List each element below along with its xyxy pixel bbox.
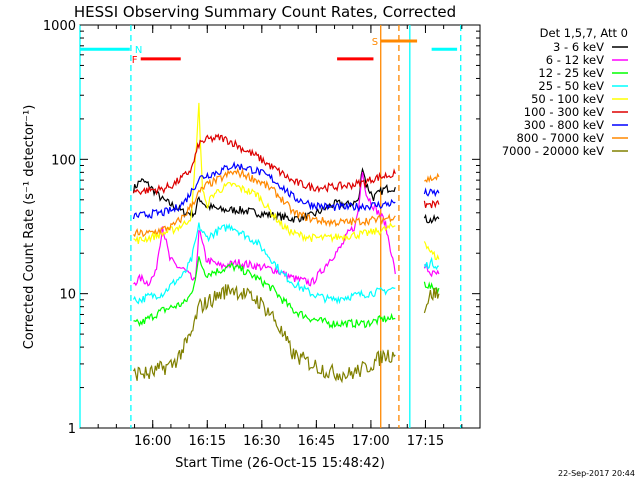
series-line-after-gap bbox=[423, 187, 440, 198]
legend-entry: 12 - 25 keV bbox=[538, 66, 604, 80]
y-tick-label: 100 bbox=[51, 153, 76, 168]
x-tick-label: 17:15 bbox=[407, 434, 444, 449]
series-line bbox=[133, 256, 396, 329]
axes: 1 10 100 1000 16:00 16:15 16:30 16:45 17:00 17:15 bbox=[43, 19, 481, 449]
series-line bbox=[133, 167, 396, 238]
state-bars: NF S bbox=[80, 37, 458, 66]
series-line-after-gap bbox=[423, 213, 440, 225]
series-line-after-gap bbox=[423, 256, 439, 271]
legend-entry: 25 - 50 keV bbox=[538, 79, 604, 93]
state-label: S bbox=[372, 37, 378, 48]
series-line-after-gap bbox=[423, 241, 440, 261]
series-line-after-gap bbox=[424, 172, 440, 183]
y-tick-label: 10 bbox=[59, 288, 76, 303]
legend-entry: 50 - 100 keV bbox=[531, 92, 604, 106]
y-tick-label: 1000 bbox=[43, 19, 76, 34]
series-line bbox=[133, 102, 396, 245]
legend-entry: 300 - 800 keV bbox=[524, 118, 604, 132]
x-tick-label: 16:30 bbox=[243, 434, 280, 449]
x-axis-label: Start Time (26-Oct-15 15:48:42) bbox=[175, 456, 385, 471]
state-label: F bbox=[132, 55, 138, 66]
legend-entry: 3 - 6 keV bbox=[553, 40, 604, 54]
x-tick-label: 16:45 bbox=[298, 434, 335, 449]
y-tick-label: 1 bbox=[68, 422, 76, 437]
legend-entry: 800 - 7000 keV bbox=[516, 131, 604, 145]
series-line bbox=[133, 171, 396, 287]
x-tick-label: 16:15 bbox=[189, 434, 226, 449]
chart-title: HESSI Observing Summary Count Rates, Cor… bbox=[74, 3, 456, 21]
x-tick-label: 16:00 bbox=[134, 434, 171, 449]
legend-header: Det 1,5,7, Att 0 bbox=[540, 26, 628, 40]
legend-entry: 7000 - 20000 keV bbox=[502, 144, 604, 158]
series-line-after-gap bbox=[423, 287, 440, 314]
series-group bbox=[132, 102, 440, 384]
x-tick-label: 17:00 bbox=[352, 434, 389, 449]
legend-entry: 6 - 12 keV bbox=[546, 53, 604, 67]
series-line bbox=[132, 166, 396, 223]
reference-lines bbox=[79, 25, 462, 428]
y-axis-label: Corrected Count Rate (s⁻¹ detector⁻¹) bbox=[22, 105, 37, 350]
state-label: N bbox=[135, 45, 142, 56]
legend-entry: 100 - 300 keV bbox=[524, 105, 604, 119]
timestamp: 22-Sep-2017 20:44 bbox=[558, 469, 635, 478]
series-line-after-gap bbox=[423, 263, 440, 278]
series-line bbox=[132, 284, 396, 384]
series-line bbox=[132, 161, 396, 220]
series-line bbox=[132, 222, 396, 305]
series-line-after-gap bbox=[423, 199, 440, 209]
series-line bbox=[132, 133, 396, 196]
